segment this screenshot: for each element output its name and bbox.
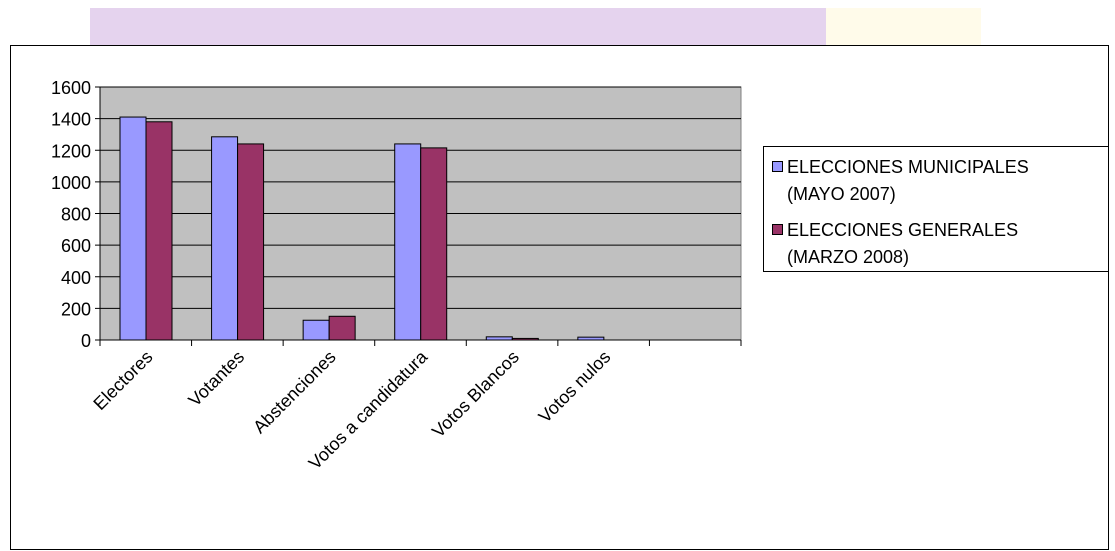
legend-label-generales: ELECCIONES GENERALES (MARZO 2008)	[787, 217, 1107, 271]
bar-series1-electores	[119, 116, 147, 341]
y-tick-labels: 0 200 400 600 800 1000 1200 1400 1600	[51, 78, 91, 351]
bar-series1-votos-a-candidatura	[394, 143, 422, 341]
bar-series2-votos-a-candidatura	[420, 147, 448, 341]
legend-label-generales-line1: ELECCIONES GENERALES	[787, 220, 1019, 240]
header-band-purple	[90, 8, 826, 46]
legend: ELECCIONES MUNICIPALES (MAYO 2007) ELECC…	[763, 146, 1109, 272]
bars	[119, 116, 605, 341]
y-tick-label: 1000	[51, 173, 91, 193]
legend-label-municipales-line2: (MAYO 2007)	[787, 184, 896, 204]
y-tick-label: 400	[61, 268, 91, 288]
bar-series1-votantes	[211, 136, 239, 341]
legend-swatch-generales	[772, 224, 783, 235]
legend-label-municipales: ELECCIONES MUNICIPALES (MAYO 2007)	[787, 154, 1107, 208]
y-tick-label: 1600	[51, 78, 91, 98]
x-category-label: Votantes	[185, 347, 249, 411]
legend-swatch-municipales	[772, 161, 783, 172]
bar-series1-abstenciones	[302, 319, 330, 341]
legend-label-municipales-line1: ELECCIONES MUNICIPALES	[787, 157, 1029, 177]
y-tick-label: 1200	[51, 141, 91, 161]
x-category-label: Electores	[89, 347, 156, 414]
x-category-label: Abstenciones	[249, 347, 340, 438]
x-category-label: Votos nulos	[535, 347, 615, 427]
y-tick-label: 200	[61, 299, 91, 319]
bar-series2-votantes	[237, 143, 265, 341]
y-tick-label: 600	[61, 236, 91, 256]
bar-series2-abstenciones	[328, 315, 356, 341]
x-category-label: Votos Blancos	[428, 347, 523, 442]
y-tick-label: 800	[61, 205, 91, 225]
bar-series2-electores	[145, 121, 173, 341]
header-band-cream	[826, 8, 981, 46]
y-tick-label: 1400	[51, 110, 91, 130]
axes	[95, 86, 742, 346]
legend-label-generales-line2: (MARZO 2008)	[787, 247, 910, 267]
y-tick-label: 0	[81, 331, 91, 351]
